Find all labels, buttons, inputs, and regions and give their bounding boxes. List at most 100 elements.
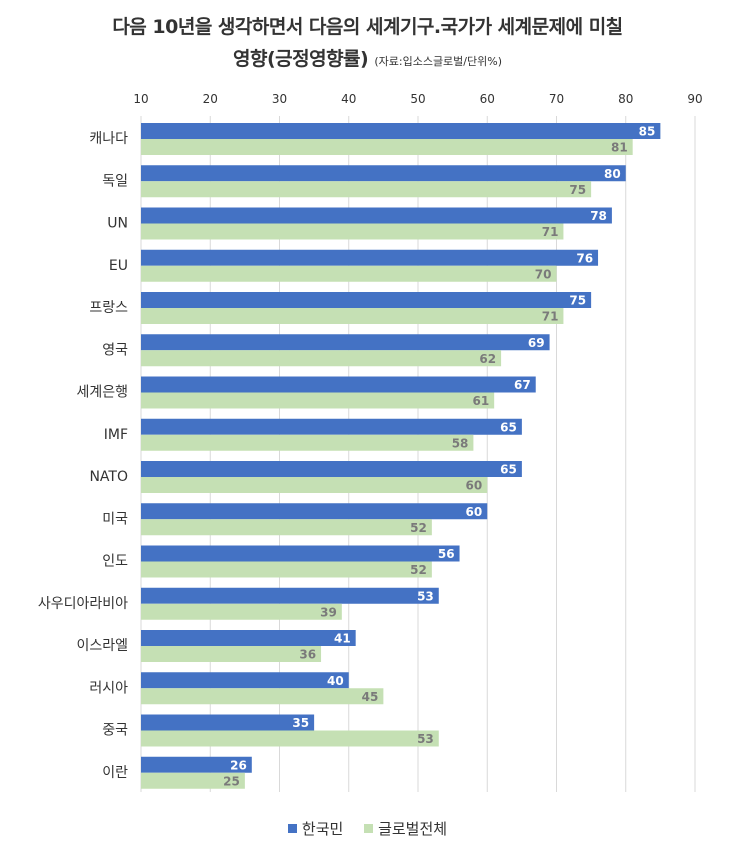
data-label-global: 39: [320, 605, 337, 619]
legend-swatch-global: [364, 824, 374, 833]
data-label-global: 81: [611, 141, 628, 155]
x-tick-label: 20: [203, 92, 218, 106]
bar-global: [141, 223, 564, 240]
data-label-global: 71: [542, 225, 559, 239]
data-label-global: 70: [535, 267, 552, 281]
category-label: 이스라엘: [76, 638, 128, 654]
data-label-global: 25: [223, 774, 240, 788]
category-label: 중국: [102, 723, 128, 739]
bar-global: [141, 265, 557, 282]
category-label: 인도: [102, 554, 128, 570]
bar-korea: [141, 418, 522, 435]
bar-korea: [141, 503, 488, 520]
x-tick-label: 90: [687, 92, 702, 106]
bar-korea: [141, 756, 252, 773]
bar-global: [141, 350, 502, 367]
data-label-korea: 41: [334, 632, 351, 646]
bar-global: [141, 181, 592, 198]
chart-title: 다음 10년을 생각하면서 다음의 세계기구.국가가 세계문제에 미칠: [112, 16, 623, 38]
legend-label-korea: 한국민: [301, 820, 344, 838]
bar-korea: [141, 292, 592, 308]
x-tick-label: 70: [549, 92, 564, 106]
legend-item-korea: 한국민: [287, 818, 344, 839]
data-label-korea: 78: [590, 209, 607, 223]
x-tick-label: 60: [480, 92, 495, 106]
data-label-global: 52: [410, 563, 427, 577]
data-label-korea: 26: [230, 758, 247, 772]
bar-global: [141, 434, 474, 451]
bar-korea: [141, 249, 599, 266]
bar-korea: [141, 461, 522, 477]
legend-label-global: 글로벌전체: [378, 820, 448, 838]
bar-global: [141, 646, 322, 662]
bar-global: [141, 603, 342, 620]
category-label: 세계은행: [76, 385, 128, 401]
bar-korea: [141, 672, 349, 689]
data-label-global: 62: [479, 352, 496, 366]
data-label-korea: 65: [500, 463, 517, 477]
bar-global: [141, 561, 432, 578]
data-label-global: 45: [362, 690, 379, 704]
bar-korea: [141, 376, 536, 393]
x-tick-label: 50: [410, 92, 425, 106]
data-label-global: 36: [299, 648, 316, 662]
category-label: NATO: [89, 469, 128, 485]
data-label-korea: 76: [576, 251, 593, 265]
bar-global: [141, 392, 495, 409]
category-label: 독일: [102, 173, 128, 189]
data-label-korea: 40: [327, 674, 344, 688]
bar-global: [141, 519, 432, 536]
data-label-global: 75: [569, 183, 586, 197]
bar-korea: [141, 545, 460, 562]
data-label-korea: 56: [438, 547, 455, 561]
bar-korea: [141, 714, 315, 731]
chart-title-line2: 영향(긍정영향률): [232, 48, 369, 70]
bar-global: [141, 730, 439, 747]
category-label: 영국: [102, 342, 128, 358]
category-label: EU: [109, 258, 128, 274]
category-label: 러시아: [89, 680, 128, 696]
bar-global: [141, 688, 384, 705]
data-label-korea: 53: [417, 589, 434, 603]
category-label: IMF: [104, 427, 128, 443]
x-tick-label: 10: [133, 92, 148, 106]
bar-korea: [141, 123, 661, 139]
bar-korea: [141, 165, 626, 182]
x-tick-label: 30: [272, 92, 287, 106]
data-label-korea: 80: [604, 167, 621, 181]
bar-korea: [141, 207, 612, 224]
data-label-global: 60: [466, 479, 483, 493]
legend: 한국민 글로벌전체: [0, 818, 735, 839]
bar-global: [141, 139, 633, 155]
data-label-global: 53: [417, 732, 434, 746]
data-label-korea: 60: [466, 505, 483, 519]
legend-swatch-korea: [287, 824, 297, 833]
data-label-global: 58: [452, 436, 469, 450]
data-label-korea: 85: [639, 125, 656, 139]
source-note: (자료:입소스글로벌/단위%): [374, 55, 502, 68]
bar-korea: [141, 334, 550, 351]
x-tick-label: 40: [341, 92, 356, 106]
bar-korea: [141, 630, 356, 646]
data-label-global: 61: [472, 394, 489, 408]
category-label: 프랑스: [89, 300, 128, 316]
chart-subtitle: 영향(긍정영향률) (자료:입소스글로벌/단위%): [0, 44, 735, 71]
data-label-korea: 35: [292, 716, 309, 730]
category-label: 사우디아라비아: [38, 596, 128, 612]
x-tick-label: 80: [618, 92, 633, 106]
data-label-global: 71: [542, 310, 559, 324]
data-label-korea: 67: [514, 378, 531, 392]
data-label-global: 52: [410, 521, 427, 535]
data-label-korea: 65: [500, 420, 517, 434]
bar-global: [141, 772, 245, 789]
category-label: 미국: [102, 511, 128, 527]
category-label: 이란: [102, 765, 128, 781]
bar-global: [141, 308, 564, 324]
data-label-korea: 69: [528, 336, 545, 350]
data-label-korea: 75: [569, 294, 586, 308]
category-label: UN: [107, 216, 128, 232]
bar-korea: [141, 587, 439, 604]
bar-global: [141, 477, 488, 493]
legend-item-global: 글로벌전체: [364, 818, 447, 839]
